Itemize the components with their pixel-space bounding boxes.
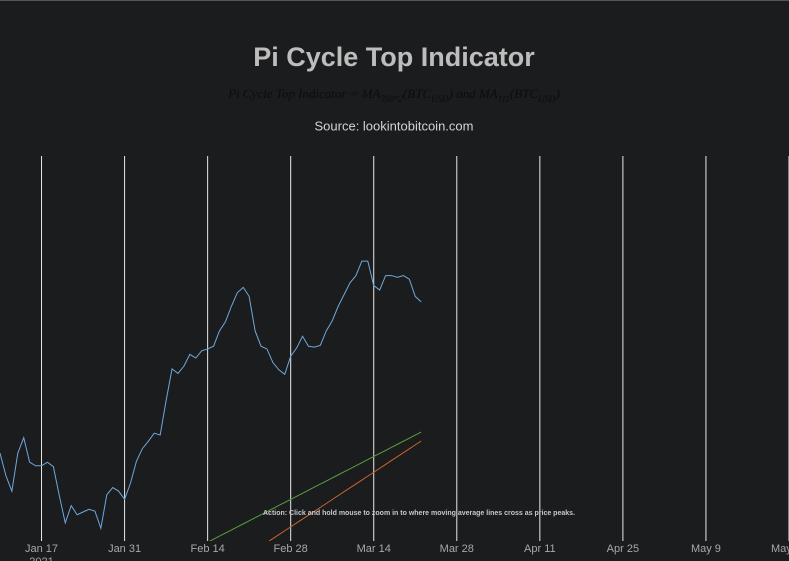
subtitle-sub: USD xyxy=(538,94,556,104)
x-tick-label: May 23 xyxy=(771,543,789,555)
series-line xyxy=(0,260,422,531)
x-tick-label: Apr 25 xyxy=(607,543,639,555)
chart-subtitle: Pi Cycle Top Indicator = MA350*2(BTCUSD)… xyxy=(227,86,560,104)
subtitle-sub: USD xyxy=(431,94,449,104)
x-tick-label: Mar 14 xyxy=(357,543,391,555)
subtitle-text: (BTC xyxy=(403,86,432,101)
series-line xyxy=(208,431,422,541)
chart-title: Pi Cycle Top Indicator xyxy=(253,42,535,72)
subtitle-sub: 111 xyxy=(498,94,510,104)
x-tick-label: May 9 xyxy=(691,543,721,555)
source: Source: lookintobitcoin.com xyxy=(315,118,474,133)
subtitle-sub: 350*2 xyxy=(379,94,403,104)
subtitle-text: (BTC xyxy=(510,86,539,101)
series-line xyxy=(268,440,422,541)
subtitle-text: ) xyxy=(555,86,560,101)
x-tick-label: Feb 28 xyxy=(274,543,308,555)
x-tick-label: Jan 31 xyxy=(108,543,141,555)
subtitle-text: ) and MA xyxy=(448,86,498,101)
x-tick-label: Apr 11 xyxy=(524,543,556,555)
annotation: Action: Click and hold mouse to zoom in … xyxy=(263,510,575,517)
x-tick-label: Jan 172021 xyxy=(25,543,58,561)
x-tick-label: Mar 28 xyxy=(440,543,474,555)
subtitle-text: Pi Cycle Top Indicator = MA xyxy=(227,86,380,101)
x-tick-label: Feb 14 xyxy=(191,543,225,555)
